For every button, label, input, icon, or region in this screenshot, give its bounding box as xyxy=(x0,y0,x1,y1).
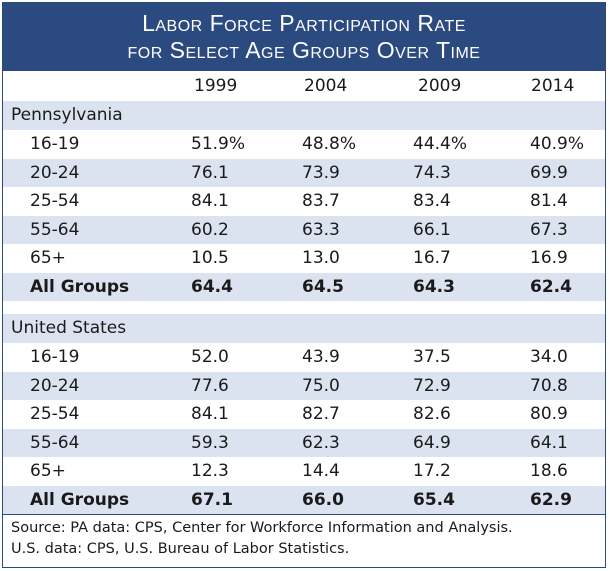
rate-cell: 73.9 xyxy=(302,162,340,183)
rate-cell: 18.6 xyxy=(530,461,568,481)
table-row: 20-24 77.6 75.0 72.9 70.8 xyxy=(3,371,605,400)
rate-cell: 16.7 xyxy=(413,248,451,268)
age-group-label: 20-24 xyxy=(30,375,80,396)
rate-cell: 17.2 xyxy=(413,461,451,481)
table-row: 25-54 84.1 82.7 82.6 80.9 xyxy=(3,400,605,429)
source-line-2: U.S. data: CPS, U.S. Bureau of Labor Sta… xyxy=(11,541,350,557)
rate-cell: 77.6 xyxy=(191,375,229,396)
title-line-2: for Select Age Groups Over Time xyxy=(127,37,481,63)
rate-cell: 63.3 xyxy=(302,219,340,240)
rate-cell: 74.3 xyxy=(413,162,451,183)
rate-cell: 83.7 xyxy=(302,191,340,211)
rate-cell: 83.4 xyxy=(413,191,451,211)
rate-cell: 64.5 xyxy=(302,276,344,297)
year-header: 2014 xyxy=(531,76,575,96)
age-group-label: 55-64 xyxy=(30,432,80,453)
rate-cell: 64.9 xyxy=(413,432,451,453)
rate-cell: 64.1 xyxy=(530,432,568,453)
table-row: 65+ 10.5 13.0 16.7 16.9 xyxy=(3,244,605,273)
rate-cell: 81.4 xyxy=(530,191,568,211)
section-spacer xyxy=(3,301,605,314)
rate-cell: 84.1 xyxy=(191,404,229,424)
table-row: 16-19 52.0 43.9 37.5 34.0 xyxy=(3,343,605,372)
rate-cell: 16.9 xyxy=(530,248,568,268)
rate-cell: 52.0 xyxy=(191,347,229,367)
table-row: 25-54 84.1 83.7 83.4 81.4 xyxy=(3,187,605,216)
rate-cell: 60.2 xyxy=(191,219,229,240)
rate-cell: 51.9% xyxy=(191,134,246,154)
rate-cell: 62.9 xyxy=(530,489,572,510)
rate-cell: 67.3 xyxy=(530,219,568,240)
section-header-united-states: United States xyxy=(3,314,605,343)
table-title: Labor Force Participation Rate for Selec… xyxy=(3,3,605,71)
section-label: United States xyxy=(11,318,127,338)
source-line-1: Source: PA data: CPS, Center for Workfor… xyxy=(11,520,513,536)
rate-cell: 66.1 xyxy=(413,219,451,240)
age-group-label: All Groups xyxy=(30,276,130,297)
age-group-label: 65+ xyxy=(30,248,66,268)
rate-cell: 82.6 xyxy=(413,404,451,424)
rate-cell: 59.3 xyxy=(191,432,229,453)
rate-cell: 62.4 xyxy=(530,276,572,297)
age-group-label: 25-54 xyxy=(30,191,80,211)
year-header: 2009 xyxy=(418,76,462,96)
year-header: 2004 xyxy=(304,76,348,96)
rate-cell: 65.4 xyxy=(413,489,455,510)
table-row: All Groups 67.1 66.0 65.4 62.9 xyxy=(3,485,605,514)
rate-cell: 70.8 xyxy=(530,375,568,396)
rate-cell: 43.9 xyxy=(302,347,340,367)
age-group-label: 16-19 xyxy=(30,134,80,154)
rate-cell: 76.1 xyxy=(191,162,229,183)
table-row: 65+ 12.3 14.4 17.2 18.6 xyxy=(3,457,605,486)
rate-cell: 75.0 xyxy=(302,375,340,396)
age-group-label: 25-54 xyxy=(30,404,80,424)
age-group-label: All Groups xyxy=(30,489,130,510)
age-group-label: 20-24 xyxy=(30,162,80,183)
age-group-label: 65+ xyxy=(30,461,66,481)
rate-cell: 72.9 xyxy=(413,375,451,396)
rate-cell: 37.5 xyxy=(413,347,451,367)
rate-cell: 80.9 xyxy=(530,404,568,424)
pennsylvania-rows: 16-19 51.9% 48.8% 44.4% 40.9% 20-24 76.1 73.9 74… xyxy=(3,130,605,301)
rate-cell: 10.5 xyxy=(191,248,229,268)
age-group-label: 55-64 xyxy=(30,219,80,240)
rate-cell: 67.1 xyxy=(191,489,233,510)
rate-cell: 14.4 xyxy=(302,461,340,481)
rate-cell: 66.0 xyxy=(302,489,344,510)
rate-cell: 82.7 xyxy=(302,404,340,424)
year-header-row: 1999 2004 2009 2014 xyxy=(3,71,605,101)
title-line-1: Labor Force Participation Rate xyxy=(142,10,466,36)
age-group-label: 16-19 xyxy=(30,347,80,367)
rate-cell: 48.8% xyxy=(302,134,357,154)
table-row: 16-19 51.9% 48.8% 44.4% 40.9% xyxy=(3,130,605,159)
table-row: All Groups 64.4 64.5 64.3 62.4 xyxy=(3,272,605,301)
rate-cell: 64.4 xyxy=(191,276,233,297)
united-states-rows: 16-19 52.0 43.9 37.5 34.0 20-24 77.6 75.0 72.9 70… xyxy=(3,343,605,514)
section-header-pennsylvania: Pennsylvania xyxy=(3,101,605,130)
table-row: 20-24 76.1 73.9 74.3 69.9 xyxy=(3,158,605,187)
year-header: 1999 xyxy=(194,76,238,96)
rate-cell: 84.1 xyxy=(191,191,229,211)
rate-cell: 40.9% xyxy=(530,134,585,154)
table-row: 55-64 59.3 62.3 64.9 64.1 xyxy=(3,428,605,457)
rate-cell: 12.3 xyxy=(191,461,229,481)
rate-cell: 13.0 xyxy=(302,248,340,268)
source-note: Source: PA data: CPS, Center for Workfor… xyxy=(3,515,605,560)
divider xyxy=(3,514,605,515)
rate-cell: 34.0 xyxy=(530,347,568,367)
section-label: Pennsylvania xyxy=(11,105,123,125)
rate-cell: 64.3 xyxy=(413,276,455,297)
rate-cell: 44.4% xyxy=(413,134,468,154)
table-row: 55-64 60.2 63.3 66.1 67.3 xyxy=(3,215,605,244)
rate-cell: 62.3 xyxy=(302,432,340,453)
rate-cell: 69.9 xyxy=(530,162,568,183)
